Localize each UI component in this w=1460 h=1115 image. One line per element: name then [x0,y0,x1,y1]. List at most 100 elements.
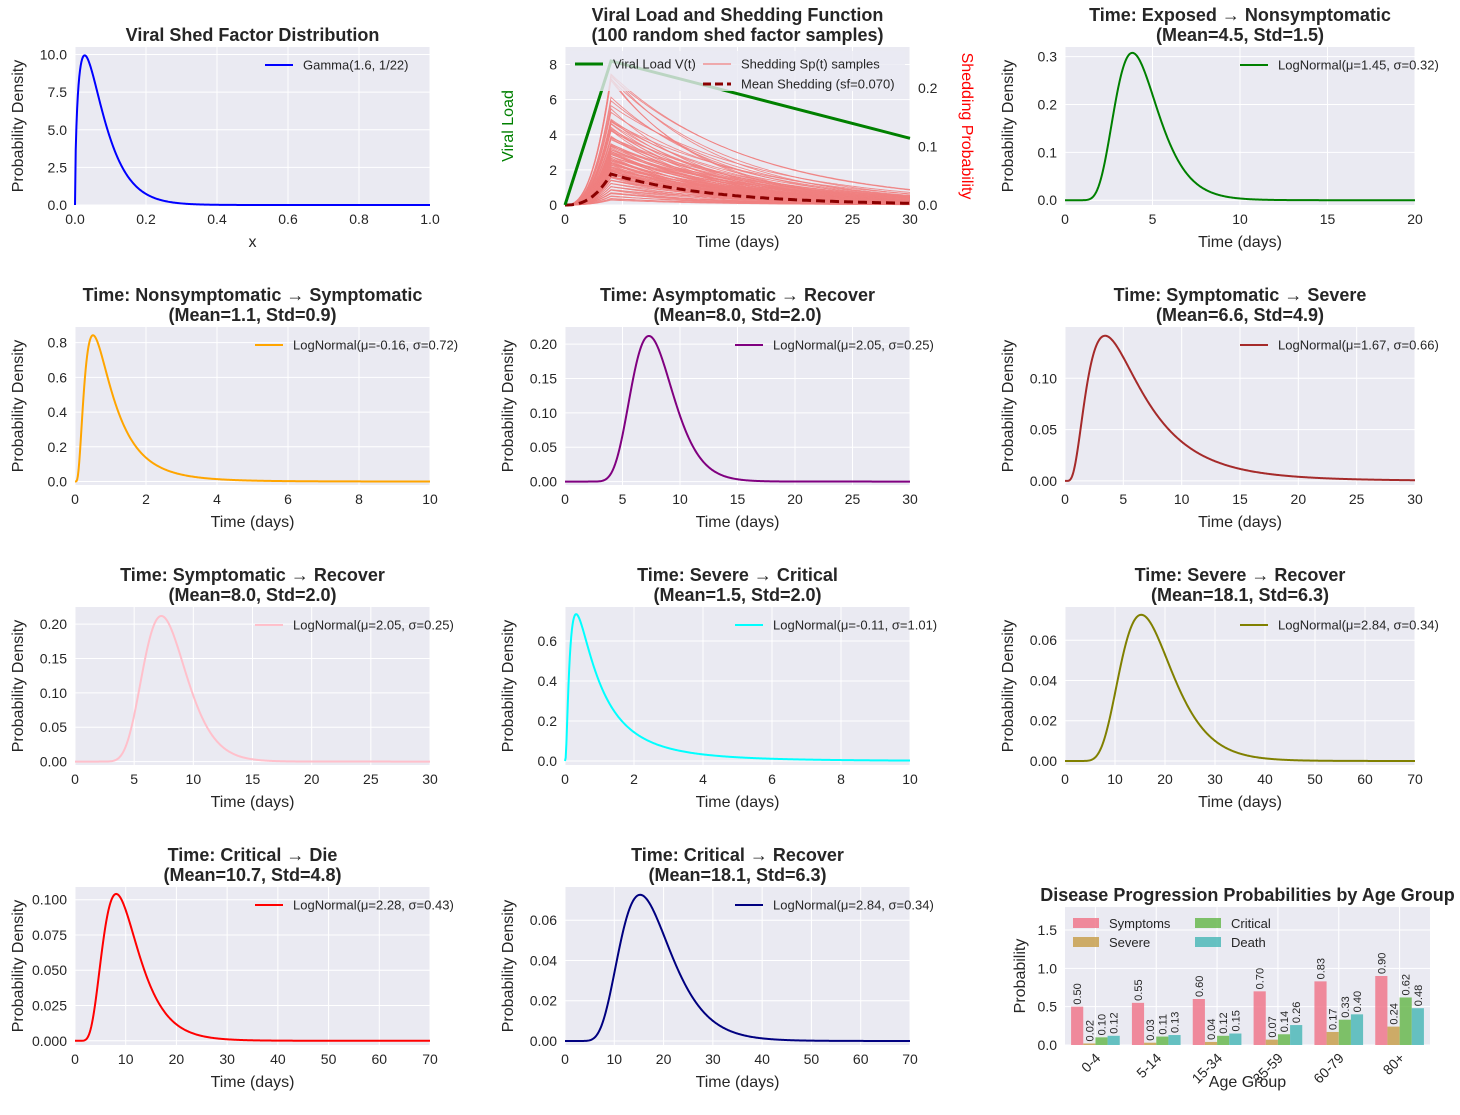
x-tick-label: 0 [71,1051,79,1067]
title-line: (Mean=4.5, Std=1.5) [1156,25,1324,45]
x-tick-label: 6 [284,491,292,507]
y-tick-label: 1.5 [1038,922,1058,938]
y-tick-label: 0.05 [1030,422,1057,438]
x-tick-label: 1.0 [420,211,440,227]
y-axis-label: Probability Density [1000,60,1017,193]
y2-tick-label: 0.2 [918,80,938,96]
x-tick-label: 30 [1407,491,1423,507]
x-axis-label: Time (days) [696,514,780,531]
series-line [75,614,430,763]
bar-data-label: 0.17 [1328,1009,1340,1030]
x-tick-label: 0 [1061,771,1069,787]
x-axis-label: Time (days) [696,794,780,811]
x-tick-label: 10 [672,211,688,227]
bar-data-label: 0.83 [1316,958,1328,979]
y-tick-label: 4 [549,127,557,143]
bar-data-label: 0.24 [1389,1003,1401,1024]
legend-label: LogNormal(μ=2.84, σ=0.34) [1278,618,1439,633]
x-tick-label: 10 [1232,211,1248,227]
title-line: (Mean=6.6, Std=4.9) [1156,305,1324,325]
y-tick-label: 0.10 [40,685,67,701]
y-axis-label: Viral Load [500,90,517,162]
x-tick-label: 0 [71,771,79,787]
x-tick-label: 50 [1307,771,1323,787]
shedding-sample-line [564,104,911,206]
legend-label: LogNormal(μ=1.67, σ=0.66) [1278,338,1439,353]
x-tick-label: 20 [787,491,803,507]
bar-data-label: 0.02 [1084,1020,1096,1041]
chart-title: Viral Shed Factor Distribution [126,25,380,45]
y-tick-label: 0.04 [530,952,557,968]
series-line [75,892,430,1042]
series-line [565,893,910,1042]
x-tick-label: 0 [561,211,569,227]
x-tick-label: 5 [1149,211,1157,227]
y2-axis-label: Shedding Probability [958,53,975,200]
bar-data-label: 0.07 [1267,1016,1279,1037]
legend-label: Severe [1109,935,1150,950]
y-tick-label: 0.05 [530,439,557,455]
title-line: (Mean=8.0, Std=2.0) [653,305,821,325]
y-tick-label: 0.10 [1030,370,1057,386]
x-tick-label: 0.8 [349,211,369,227]
subplot-3: 0 2 4 6 8 10 0.0 0.2 0.4 0.6 0.8 Time: Nonsymptomat… [10,285,458,531]
x-tick-label: 30 [219,1051,235,1067]
plot-area [1065,607,1415,765]
bar-data-label: 0.60 [1194,976,1206,997]
x-tick-label: 20 [1157,771,1173,787]
y-tick-label: 0.00 [40,754,67,770]
title-line: Time: Critical → Die [168,845,338,865]
legend-swatch [1073,918,1099,928]
title-line: (100 random shed factor samples) [591,25,883,45]
x-tick-label: 70 [902,1051,918,1067]
y-tick-label: 0.0 [48,474,68,490]
subplot-2: 0 5 10 15 20 0.0 0.1 0.2 0.3 Time: Exposed → Nons… [1000,5,1439,251]
y-tick-label: 6 [549,92,557,108]
bar [1411,1008,1424,1045]
plot-area [75,47,430,205]
bar [1168,1035,1181,1045]
y-tick-label: 0.050 [32,962,67,978]
x-tick-label: 0 [1061,491,1069,507]
legend-label: LogNormal(μ=2.84, σ=0.34) [773,898,934,913]
chart-title: Time: Nonsymptomatic → Symptomatic (Mean=… [83,285,423,325]
bar-data-label: 0.90 [1376,953,1388,974]
x-tick-label: 15 [1320,211,1336,227]
y-axis-label: Probability Density [10,900,27,1033]
x-tick-label: 40 [270,1051,286,1067]
legend-label: LogNormal(μ=1.45, σ=0.32) [1278,58,1439,73]
x-axis-label: Time (days) [211,514,295,531]
y-tick-label: 0.075 [32,927,67,943]
x-tick-label: 0 [1061,211,1069,227]
bar [1131,1002,1145,1045]
x-tick-label: 10 [902,771,918,787]
x-tick-label: 4 [213,491,221,507]
y-axis-label: Probability Density [500,900,517,1033]
y-tick-label: 0.00 [1030,753,1057,769]
bar-data-label: 0.50 [1072,983,1084,1004]
bar [1107,1035,1120,1045]
x-tick-label: 10 [422,491,438,507]
legend-label: Mean Shedding (sf=0.070) [741,77,895,92]
x-tick-label: 80+ [1380,1050,1408,1078]
y-tick-label: 2 [549,162,557,178]
bar [1350,1014,1364,1045]
y-tick-label: 0.4 [48,404,68,420]
y-tick-label: 2.5 [48,159,68,175]
x-tick-label: 5-14 [1133,1050,1164,1081]
bar [1192,999,1205,1045]
x-tick-label: 25 [363,771,379,787]
subplot-4: 0 5 10 15 20 25 30 0.00 0.05 0.10 0.15 0.20 Time: As… [500,285,934,531]
x-tick-label: 20 [787,211,803,227]
title-line: Time: Symptomatic → Recover [120,565,385,585]
legend-box [570,51,905,91]
legend-swatch [1073,937,1099,947]
y-tick-label: 0.5 [1038,999,1058,1015]
title-line: Time: Critical → Recover [631,845,844,865]
chart-title: Time: Severe → Recover (Mean=18.1, Std=6.… [1135,565,1346,605]
chart-title: Time: Critical → Recover (Mean=18.1, Std=… [631,845,844,885]
title-line: Time: Asymptomatic → Recover [600,285,875,305]
bar-data-label: 0.48 [1413,985,1425,1006]
y-tick-label: 0.04 [1030,672,1057,688]
